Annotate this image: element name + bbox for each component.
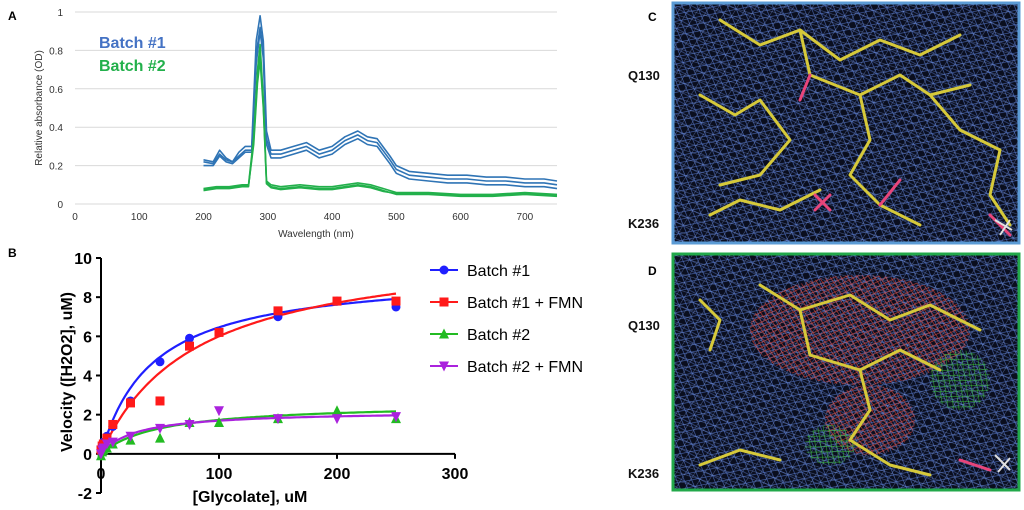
panel-a-gridlines bbox=[75, 11, 557, 205]
structure-image-c bbox=[671, 1, 1021, 245]
legend-marker-series-2 bbox=[439, 297, 449, 307]
panel-b-y-tick-label: 0 bbox=[83, 447, 92, 464]
legend-entry-batch-2: Batch #2 bbox=[99, 58, 166, 75]
panel-b-point-series-2 bbox=[214, 327, 224, 337]
panel-a-series-line-2 bbox=[203, 53, 558, 198]
panel-d-density-map: D Q130 K236 bbox=[628, 252, 1021, 492]
legend-marker-series-3 bbox=[439, 328, 449, 339]
panel-b-point-series-4 bbox=[125, 431, 136, 442]
panel-b-point-series-2 bbox=[332, 296, 342, 306]
panel-b-x-tick-label: 0 bbox=[97, 466, 106, 483]
legend-label-series-1: Batch #1 bbox=[467, 263, 530, 280]
panel-b-point-series-4 bbox=[155, 423, 165, 434]
panel-b-fit-curve-4 bbox=[100, 414, 396, 455]
panel-b-x-tick-label: 200 bbox=[324, 466, 351, 483]
structure-image-d bbox=[671, 252, 1021, 492]
panel-a-x-tick-label: 400 bbox=[324, 212, 341, 223]
panel-b-point-series-3 bbox=[155, 432, 165, 443]
panel-a-y-tick-label: 0.2 bbox=[49, 162, 63, 173]
panel-b-point-series-4 bbox=[273, 414, 283, 425]
panel-b-y-tick-label: 10 bbox=[74, 251, 92, 268]
panel-b-point-series-3 bbox=[332, 405, 342, 416]
panel-a-x-axis-label: Wavelength (nm) bbox=[278, 229, 354, 240]
legend-label-series-3: Batch #2 bbox=[467, 327, 530, 344]
panel-b-x-tick-label: 300 bbox=[442, 466, 469, 483]
panel-a-series-line-1 bbox=[203, 26, 558, 186]
panel-a-x-tick-label: 100 bbox=[131, 212, 148, 223]
residue-label-k236-d: K236 bbox=[628, 466, 659, 481]
panel-b-point-series-2 bbox=[391, 296, 401, 306]
panel-b-legend: Batch #1 Batch #1 + FMN Batch #2 Batch #2 +… bbox=[430, 263, 583, 376]
panel-b-x-axis-label: [Glycolate], uM bbox=[193, 489, 308, 506]
residue-label-q130-d: Q130 bbox=[628, 318, 660, 333]
panel-b-y-tick-label: 4 bbox=[83, 369, 92, 386]
panel-a-series bbox=[203, 15, 558, 198]
panel-b-x-tick-label: 100 bbox=[206, 466, 233, 483]
panel-a-x-tick-label: 300 bbox=[259, 212, 276, 223]
panel-a-x-tick-label: 0 bbox=[72, 212, 78, 223]
panel-b-fit-curve-2 bbox=[100, 292, 397, 455]
legend-label-series-2: Batch #1 + FMN bbox=[467, 295, 583, 312]
panel-label-d: D bbox=[648, 264, 657, 278]
panel-b-point-series-2 bbox=[102, 433, 112, 443]
panel-b-point-series-3 bbox=[214, 417, 224, 427]
panel-b-point-series-4 bbox=[184, 419, 195, 430]
panel-a-axes: 0 0.2 0.4 0.6 0.8 1 0 100 200 300 400 500 600 700 bbox=[49, 8, 534, 223]
panel-b-point-series-4 bbox=[332, 414, 342, 425]
panel-b-y-tick-label: 6 bbox=[83, 329, 92, 346]
panel-b-y-tick-label: 2 bbox=[83, 408, 92, 425]
panel-b-y-tick-label: -2 bbox=[78, 486, 92, 503]
panel-c-density-map: C Q130 K236 bbox=[628, 1, 1021, 245]
panel-a-y-tick-label: 1 bbox=[57, 8, 63, 19]
panel-b-point-series-2 bbox=[273, 306, 283, 316]
panel-b-fit-curve-1 bbox=[99, 297, 397, 455]
panel-b-point-series-2 bbox=[155, 396, 165, 406]
panel-a-series-line-1 bbox=[203, 15, 558, 182]
panel-b-point-series-4 bbox=[391, 412, 401, 423]
panel-a-y-tick-label: 0.6 bbox=[49, 85, 63, 96]
panel-label-a: A bbox=[8, 9, 17, 23]
legend-label-series-4: Batch #2 + FMN bbox=[467, 359, 583, 376]
panel-a-y-tick-label: 0.8 bbox=[49, 46, 63, 57]
panel-b-y-tick-label: 8 bbox=[83, 290, 92, 307]
panel-b-point-series-4 bbox=[101, 439, 112, 450]
panel-b-fit-curve-3 bbox=[100, 410, 397, 455]
panel-a-x-tick-label: 200 bbox=[195, 212, 212, 223]
panel-label-c: C bbox=[648, 10, 657, 24]
legend-entry-batch-1: Batch #1 bbox=[99, 35, 166, 52]
panel-b-point-series-2 bbox=[108, 419, 118, 429]
panel-b-point-series-2 bbox=[126, 398, 135, 408]
panel-b-point-series-4 bbox=[107, 437, 118, 448]
panel-b-point-series-1 bbox=[155, 357, 165, 367]
residue-label-k236-c: K236 bbox=[628, 216, 659, 231]
legend-marker-series-4 bbox=[439, 361, 449, 372]
panel-a-absorbance-chart: A 0 0.2 0.4 0.6 0.8 1 0 100 200 300 400 500 600 700 B… bbox=[8, 8, 558, 240]
panel-b-point-series-1 bbox=[185, 333, 194, 343]
panel-a-x-tick-label: 500 bbox=[388, 212, 405, 223]
panel-a-series-line-2 bbox=[203, 59, 558, 197]
panel-a-x-tick-label: 600 bbox=[452, 212, 469, 223]
residue-label-q130-c: Q130 bbox=[628, 68, 660, 83]
panel-a-x-tick-label: 700 bbox=[517, 212, 534, 223]
panel-a-y-tick-label: 0.4 bbox=[49, 123, 63, 134]
panel-b-fit-curves bbox=[99, 292, 397, 455]
panel-b-point-series-4 bbox=[214, 406, 224, 417]
panel-label-b: B bbox=[8, 246, 17, 260]
panel-b-point-series-2 bbox=[185, 341, 194, 351]
panel-a-y-axis-label: Relative absorbance (OD) bbox=[34, 50, 45, 166]
panel-b-data-points bbox=[96, 296, 401, 461]
panel-a-series-line-1 bbox=[203, 30, 558, 190]
panel-b-y-axis-label: Velocity ([H2O2], uM) bbox=[59, 292, 76, 452]
legend-marker-series-1 bbox=[439, 265, 449, 275]
panel-a-y-tick-label: 0 bbox=[57, 200, 63, 211]
